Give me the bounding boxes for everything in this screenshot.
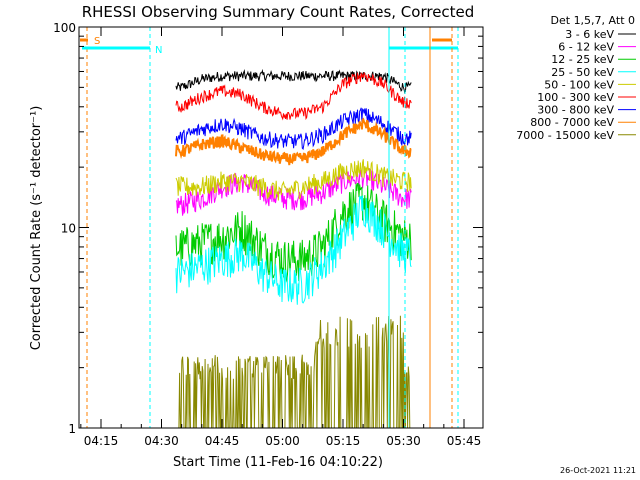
plot-data-layer: SN [80,27,459,429]
y-axis-ticks: 1 10 100 [53,21,483,436]
flag-n-label: N [155,45,162,56]
x-tick-label: 05:45 [447,434,482,448]
legend-label: 6 - 12 keV [558,41,614,54]
chart-title: RHESSI Observing Summary Count Rates, Co… [82,3,475,21]
flag-s-label: S [94,36,100,47]
legend-label: 50 - 100 keV [544,78,614,91]
x-tick-label: 05:30 [386,434,421,448]
series-line [175,107,412,151]
x-tick-label: 05:15 [326,434,361,448]
series-line [175,117,412,166]
y-axis-label: Corrected Count Rate (s⁻¹ detector⁻¹) [29,106,44,351]
x-tick-label: 05:00 [265,434,300,448]
legend-label: 3 - 6 keV [565,28,614,41]
legend-header: Det 1,5,7, Att 0 [551,14,635,27]
y-tick-label: 100 [53,21,76,35]
legend-label: 100 - 300 keV [537,91,614,104]
series-line [175,159,412,201]
series-line [175,195,412,305]
x-axis-ticks: 04:15 04:30 04:45 05:00 05:15 05:30 05:45 [80,27,482,448]
x-tick-label: 04:15 [84,434,119,448]
series-line [176,315,412,429]
legend-label: 12 - 25 keV [551,53,614,66]
timestamp-label: 26-Oct-2021 11:21 [560,466,636,475]
x-tick-label: 04:45 [205,434,240,448]
legend-label: 300 - 800 keV [537,104,614,117]
series-line [175,182,412,283]
x-tick-label: 04:30 [144,434,179,448]
y-tick-label: 10 [61,222,76,236]
legend-label: 25 - 50 keV [551,66,614,79]
series-line [175,72,412,121]
x-axis-label: Start Time (11-Feb-16 04:10:22) [173,455,383,470]
legend-label: 800 - 7000 keV [530,116,614,129]
legend-label: 7000 - 15000 keV [516,129,614,142]
series-line [175,68,412,95]
y-tick-label: 1 [68,422,76,436]
